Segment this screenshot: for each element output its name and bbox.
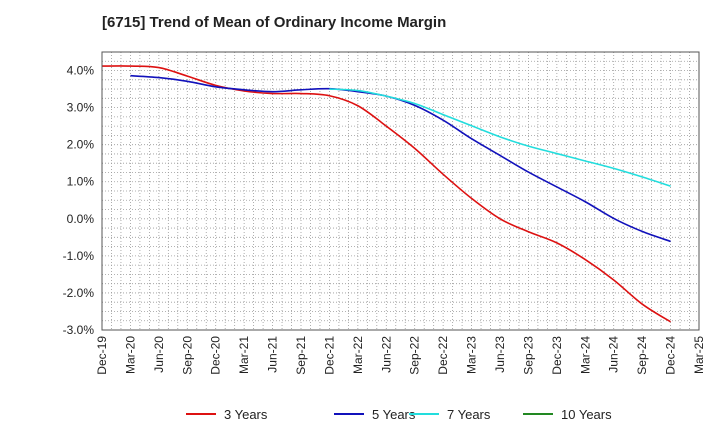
- series-lines: [101, 65, 671, 323]
- x-tick-label: Mar-22: [351, 336, 365, 374]
- series-line-3-years: [101, 65, 671, 323]
- x-tick-label: Mar-25: [692, 336, 706, 374]
- chart-title: [6715] Trend of Mean of Ordinary Income …: [102, 14, 447, 31]
- y-tick-label: 0.0%: [67, 212, 95, 226]
- x-tick-label: Sep-20: [180, 336, 194, 375]
- legend-label: 7 Years: [447, 407, 491, 422]
- x-tick-label: Sep-24: [635, 336, 649, 375]
- x-tick-label: Sep-22: [408, 336, 422, 375]
- y-tick-label: 3.0%: [67, 101, 95, 115]
- y-tick-label: 1.0%: [67, 175, 95, 189]
- x-tick-label: Sep-21: [294, 336, 308, 375]
- x-tick-label: Jun-20: [152, 336, 166, 373]
- y-tick-label: 4.0%: [67, 64, 95, 78]
- x-tick-label: Mar-24: [578, 336, 592, 374]
- x-tick-label: Sep-23: [521, 336, 535, 375]
- x-tick-label: Mar-20: [123, 336, 137, 374]
- x-tick-label: Dec-22: [436, 336, 450, 375]
- x-tick-label: Dec-24: [664, 336, 678, 375]
- y-tick-label: 2.0%: [67, 138, 95, 152]
- x-tick-label: Dec-20: [209, 336, 223, 375]
- legend-label: 5 Years: [372, 407, 416, 422]
- legend-label: 10 Years: [561, 407, 612, 422]
- legend-label: 3 Years: [224, 407, 268, 422]
- y-axis-tick-labels: -3.0% -2.0% -1.0% 0.0% 1.0% 2.0% 3.0% 4.0%: [63, 64, 95, 337]
- x-tick-label: Mar-23: [465, 336, 479, 374]
- x-tick-label: Dec-21: [322, 336, 336, 375]
- x-tick-label: Jun-22: [379, 336, 393, 373]
- y-tick-label: -1.0%: [63, 249, 95, 263]
- x-axis-tick-labels: Dec-19 Mar-20 Jun-20 Sep-20 Dec-20 Mar-21 Jun-…: [95, 336, 706, 375]
- x-tick-label: Mar-21: [237, 336, 251, 374]
- y-tick-label: -2.0%: [63, 286, 95, 300]
- legend: 3 Years 5 Years 7 Years 10 Years: [186, 407, 612, 422]
- x-tick-label: Jun-21: [266, 336, 280, 373]
- y-tick-label: -3.0%: [63, 323, 95, 337]
- x-tick-label: Jun-24: [607, 336, 621, 373]
- plot-frame: [101, 51, 700, 331]
- x-tick-label: Dec-23: [550, 336, 564, 375]
- x-tick-label: Jun-23: [493, 336, 507, 373]
- series-line-7-years: [329, 88, 671, 187]
- x-tick-label: Dec-19: [95, 336, 109, 375]
